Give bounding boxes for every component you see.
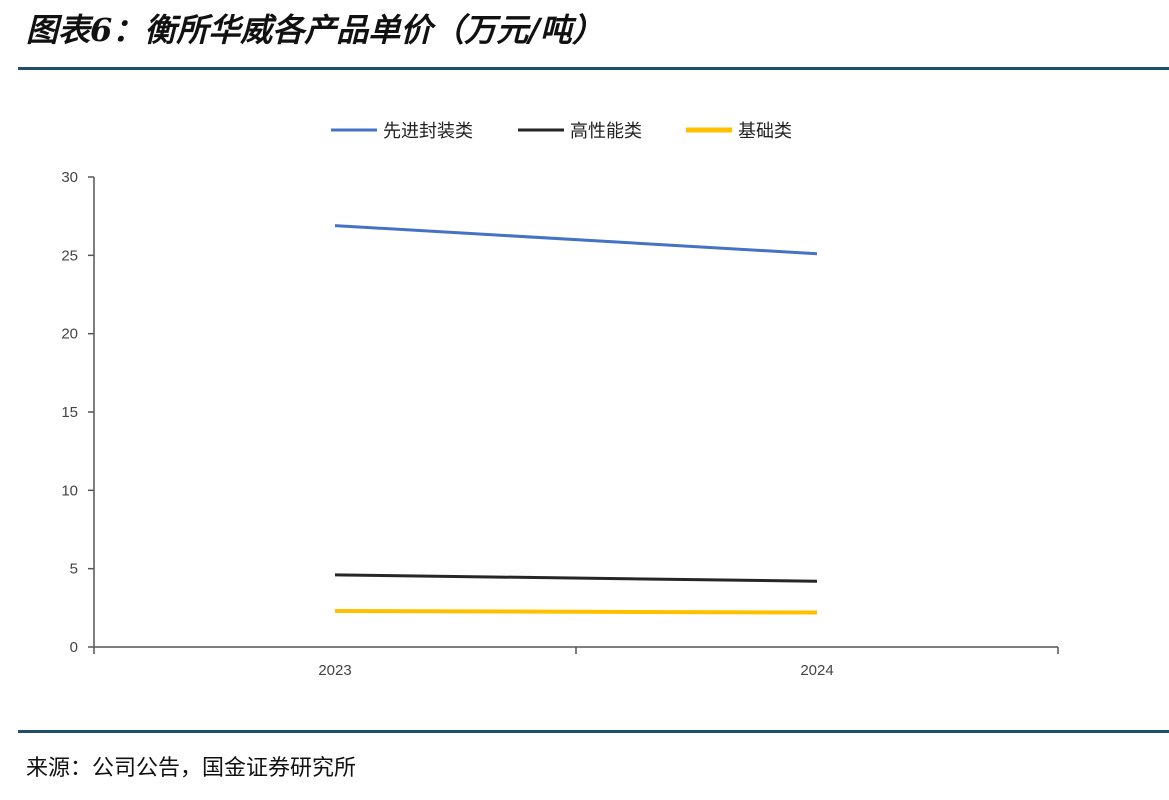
source-note: 来源：公司公告，国金证券研究所 [26,756,357,781]
chart-series [334,224,818,615]
chart-title: 图表6：衡所华威各产品单价（万元/吨） [26,11,604,49]
line-chart: 先进封装类 高性能类 基础类 0 5 10 15 20 25 30 2023 2024 [61,121,1059,679]
legend-label-1: 先进封装类 [383,121,473,142]
x-tick-label: 2024 [800,662,833,679]
y-tick-label: 10 [61,482,78,499]
y-tick-label: 20 [61,326,78,343]
y-tick-label: 0 [70,639,78,656]
y-tick-label: 15 [61,404,78,421]
y-tick-label: 25 [61,247,78,264]
chart-legend: 先进封装类 高性能类 基础类 [331,121,792,142]
series-line-2 [334,573,818,583]
title-divider [18,67,1169,70]
chart-axes: 0 5 10 15 20 25 30 2023 2024 [61,169,1059,679]
y-tick-label: 5 [70,561,78,578]
series-line-3 [334,608,818,615]
y-tick-label: 30 [61,169,78,186]
footer-divider [18,730,1169,733]
legend-label-2: 高性能类 [570,121,642,142]
legend-label-3: 基础类 [738,121,792,142]
series-line-1 [334,224,818,256]
x-tick-label: 2023 [318,662,351,679]
